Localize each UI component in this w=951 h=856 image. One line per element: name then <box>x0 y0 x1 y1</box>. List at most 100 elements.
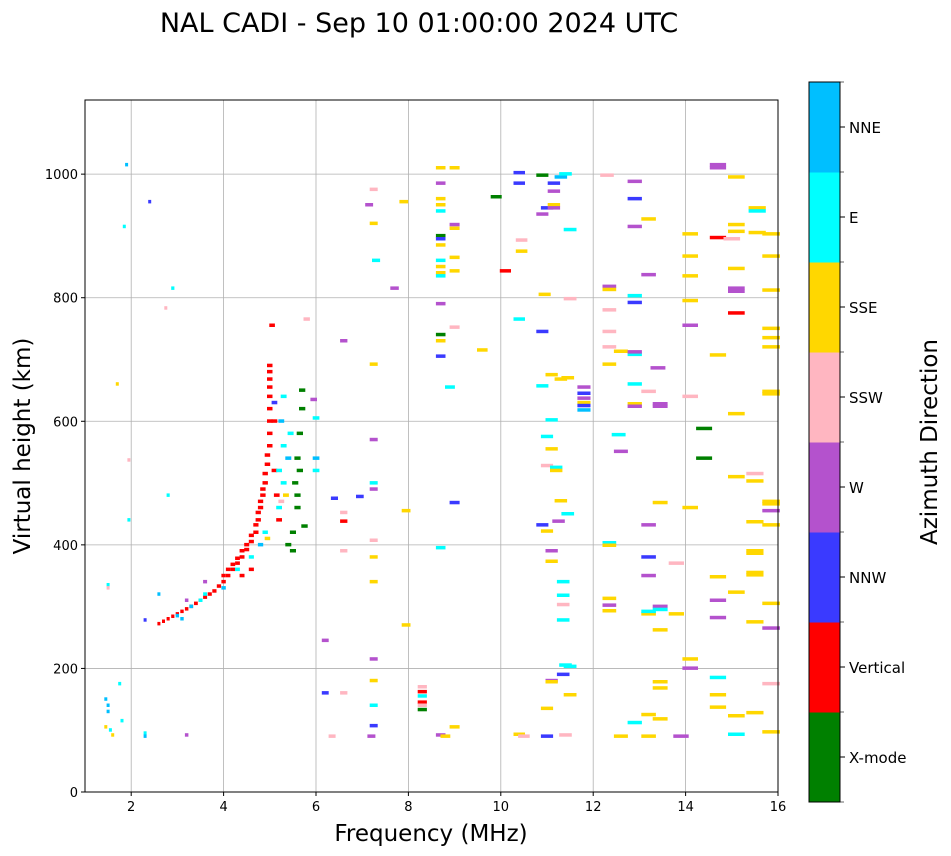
y-tick-label: 200 <box>53 662 78 677</box>
data-point-nnw <box>556 672 570 677</box>
data-point-sse <box>762 288 780 292</box>
data-point-e <box>435 545 446 550</box>
data-point-w <box>627 404 642 408</box>
data-point-sse <box>435 166 446 170</box>
data-point-sse <box>748 230 766 235</box>
data-point-x-mode <box>296 431 303 436</box>
data-point-e <box>372 258 381 263</box>
data-point-sse <box>440 734 451 738</box>
data-point-sse <box>652 686 668 690</box>
data-point-e <box>556 593 570 597</box>
data-point-sse <box>602 596 617 601</box>
data-point-sse <box>682 232 698 236</box>
data-point-vertical <box>267 431 273 436</box>
data-point-vertical <box>230 562 236 567</box>
data-point-ssw <box>602 308 617 312</box>
data-point-e <box>545 418 558 422</box>
colorbar-segment-w <box>809 442 840 533</box>
data-point-sse <box>435 243 446 247</box>
data-point-vertical <box>184 607 189 611</box>
data-point-vertical <box>276 518 282 522</box>
data-point-sse <box>746 549 764 553</box>
data-point-e <box>435 258 446 263</box>
data-point-vertical <box>260 487 266 491</box>
x-tick-label: 12 <box>585 800 602 815</box>
data-point-sse <box>746 570 764 575</box>
data-point-sse <box>728 590 745 594</box>
x-tick-label: 4 <box>219 800 227 815</box>
data-point-e <box>536 384 549 388</box>
data-point-w <box>762 626 780 630</box>
data-point-x-mode <box>435 332 446 337</box>
data-point-nne <box>106 709 110 714</box>
data-point-sse <box>709 353 727 357</box>
data-point-sse <box>563 693 577 697</box>
data-point-w <box>652 604 668 609</box>
data-point-sse <box>435 339 446 343</box>
data-point-sse <box>550 468 563 473</box>
data-point-e <box>563 227 577 232</box>
data-point-w <box>602 603 617 607</box>
data-point-ssw <box>559 733 572 737</box>
data-point-w <box>673 734 689 738</box>
x-tick-label: 2 <box>127 800 135 815</box>
data-point-nne <box>106 703 110 707</box>
data-point-vertical <box>267 385 273 389</box>
data-point-e <box>709 675 727 680</box>
data-point-w <box>728 289 745 293</box>
data-point-nnw <box>641 555 656 559</box>
data-point-nne <box>312 456 320 460</box>
data-point-sse <box>728 411 745 416</box>
data-point-nne <box>143 734 147 738</box>
x-tick-label: 6 <box>312 800 320 815</box>
data-point-vertical <box>235 561 240 565</box>
data-point-sse <box>602 609 617 613</box>
data-point-ssw <box>723 237 741 241</box>
data-point-e <box>513 317 525 321</box>
data-point-ssw <box>303 317 310 321</box>
data-point-w <box>762 508 780 513</box>
data-point-sse <box>545 447 558 451</box>
data-point-sse <box>545 559 558 563</box>
data-point-w <box>390 286 399 290</box>
data-point-e <box>369 481 378 485</box>
data-point-sse <box>762 335 780 340</box>
data-point-vertical <box>257 499 264 504</box>
data-point-vertical <box>162 619 165 623</box>
data-point-w <box>650 366 666 370</box>
data-point-sse <box>545 372 558 377</box>
data-point-sse <box>283 493 289 497</box>
data-point-nnw <box>330 496 338 500</box>
data-point-e <box>166 493 170 497</box>
data-point-sse <box>652 717 668 721</box>
data-point-sse <box>641 612 656 616</box>
data-point-e <box>627 382 642 386</box>
data-point-sse <box>540 529 554 533</box>
data-point-e <box>276 505 282 510</box>
data-point-sse <box>554 499 568 503</box>
data-point-ssw <box>417 685 427 689</box>
data-point-w <box>682 666 698 670</box>
y-tick-label: 800 <box>53 292 78 307</box>
data-point-sse <box>668 612 684 616</box>
data-point-sse <box>435 196 446 201</box>
data-point-nnw <box>369 723 378 728</box>
data-point-nnw <box>627 300 642 305</box>
data-point-sse <box>728 175 745 179</box>
y-tick-label: 600 <box>53 415 78 430</box>
data-point-nne <box>577 408 591 412</box>
data-point-w <box>547 206 561 210</box>
data-point-w <box>369 437 378 442</box>
data-point-vertical <box>230 567 236 572</box>
data-point-e <box>445 385 455 389</box>
data-point-vertical <box>257 505 264 510</box>
data-point-nnw <box>536 329 549 334</box>
data-point-vertical <box>239 555 245 559</box>
data-point-e <box>627 352 642 357</box>
data-point-vertical <box>166 617 170 621</box>
data-point-x-mode <box>289 549 296 553</box>
x-tick-label: 14 <box>677 800 694 815</box>
data-point-vertical <box>253 530 259 534</box>
data-point-sse <box>762 326 780 331</box>
data-point-vertical <box>728 311 745 315</box>
